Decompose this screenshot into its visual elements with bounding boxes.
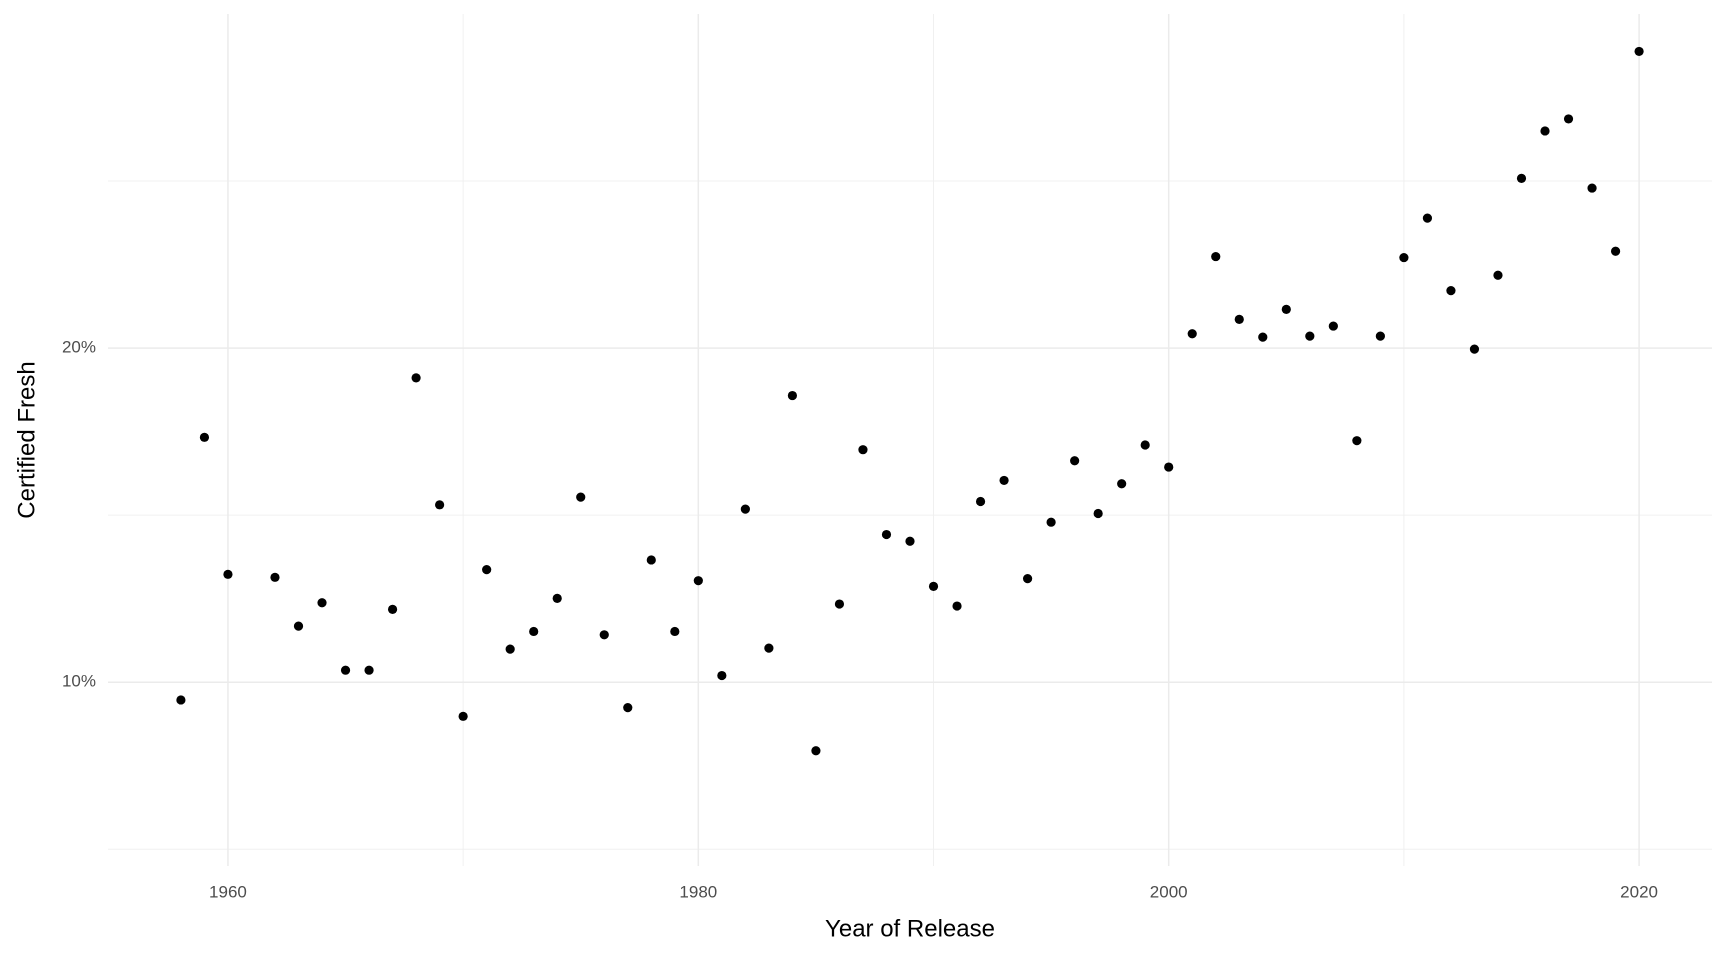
point [1352, 436, 1362, 446]
point [1634, 46, 1644, 57]
point [317, 598, 327, 608]
point [952, 601, 962, 611]
point [646, 555, 656, 565]
point [717, 670, 727, 681]
point [1610, 246, 1621, 256]
point [764, 643, 774, 653]
point [1117, 479, 1127, 489]
point [1187, 329, 1197, 339]
point [975, 496, 986, 507]
point [1070, 456, 1080, 466]
point [529, 626, 539, 637]
point [787, 390, 798, 401]
point [223, 569, 233, 579]
y-axis-title: Certified Fresh [13, 361, 40, 518]
point [1540, 126, 1550, 136]
point [1399, 252, 1409, 263]
point [1211, 251, 1221, 262]
point [740, 504, 750, 514]
point [411, 373, 421, 383]
y-tick-label: 10% [62, 672, 96, 691]
point [1493, 270, 1503, 280]
point [387, 604, 398, 614]
point [905, 536, 915, 546]
point [623, 703, 633, 713]
point [599, 630, 609, 640]
point [505, 644, 515, 654]
point [458, 711, 468, 721]
point [435, 500, 445, 510]
point [693, 576, 703, 586]
point [1516, 173, 1527, 183]
point [1422, 213, 1433, 223]
x-tick-label: 2020 [1620, 882, 1658, 901]
point [1587, 183, 1597, 193]
point [834, 599, 845, 609]
point [1164, 462, 1174, 472]
point [1022, 574, 1033, 584]
x-axis-title: Year of Release [825, 915, 995, 942]
point [1563, 114, 1574, 124]
x-tick-label: 1980 [679, 882, 717, 901]
point [552, 593, 562, 603]
x-tick-label: 2000 [1150, 882, 1188, 901]
point [1258, 332, 1268, 342]
point [1140, 440, 1150, 450]
point [1375, 331, 1385, 341]
point [270, 572, 280, 582]
point [1446, 286, 1456, 296]
point [1234, 314, 1244, 324]
point [293, 621, 304, 631]
point [1046, 517, 1056, 527]
point [1093, 508, 1103, 519]
point [1328, 321, 1338, 331]
point [670, 626, 680, 637]
point [1305, 331, 1315, 341]
point [811, 746, 821, 756]
y-tick-label: 20% [62, 338, 96, 357]
point [176, 695, 186, 705]
point [858, 445, 868, 455]
point [576, 492, 586, 502]
point [199, 432, 210, 442]
point [364, 665, 374, 675]
point [1469, 344, 1480, 354]
point [482, 565, 492, 575]
point [1281, 304, 1291, 314]
x-tick-label: 1960 [209, 882, 247, 901]
point [340, 665, 351, 675]
point [928, 581, 939, 591]
grid [108, 14, 1712, 866]
point [881, 529, 892, 540]
point [999, 475, 1009, 486]
